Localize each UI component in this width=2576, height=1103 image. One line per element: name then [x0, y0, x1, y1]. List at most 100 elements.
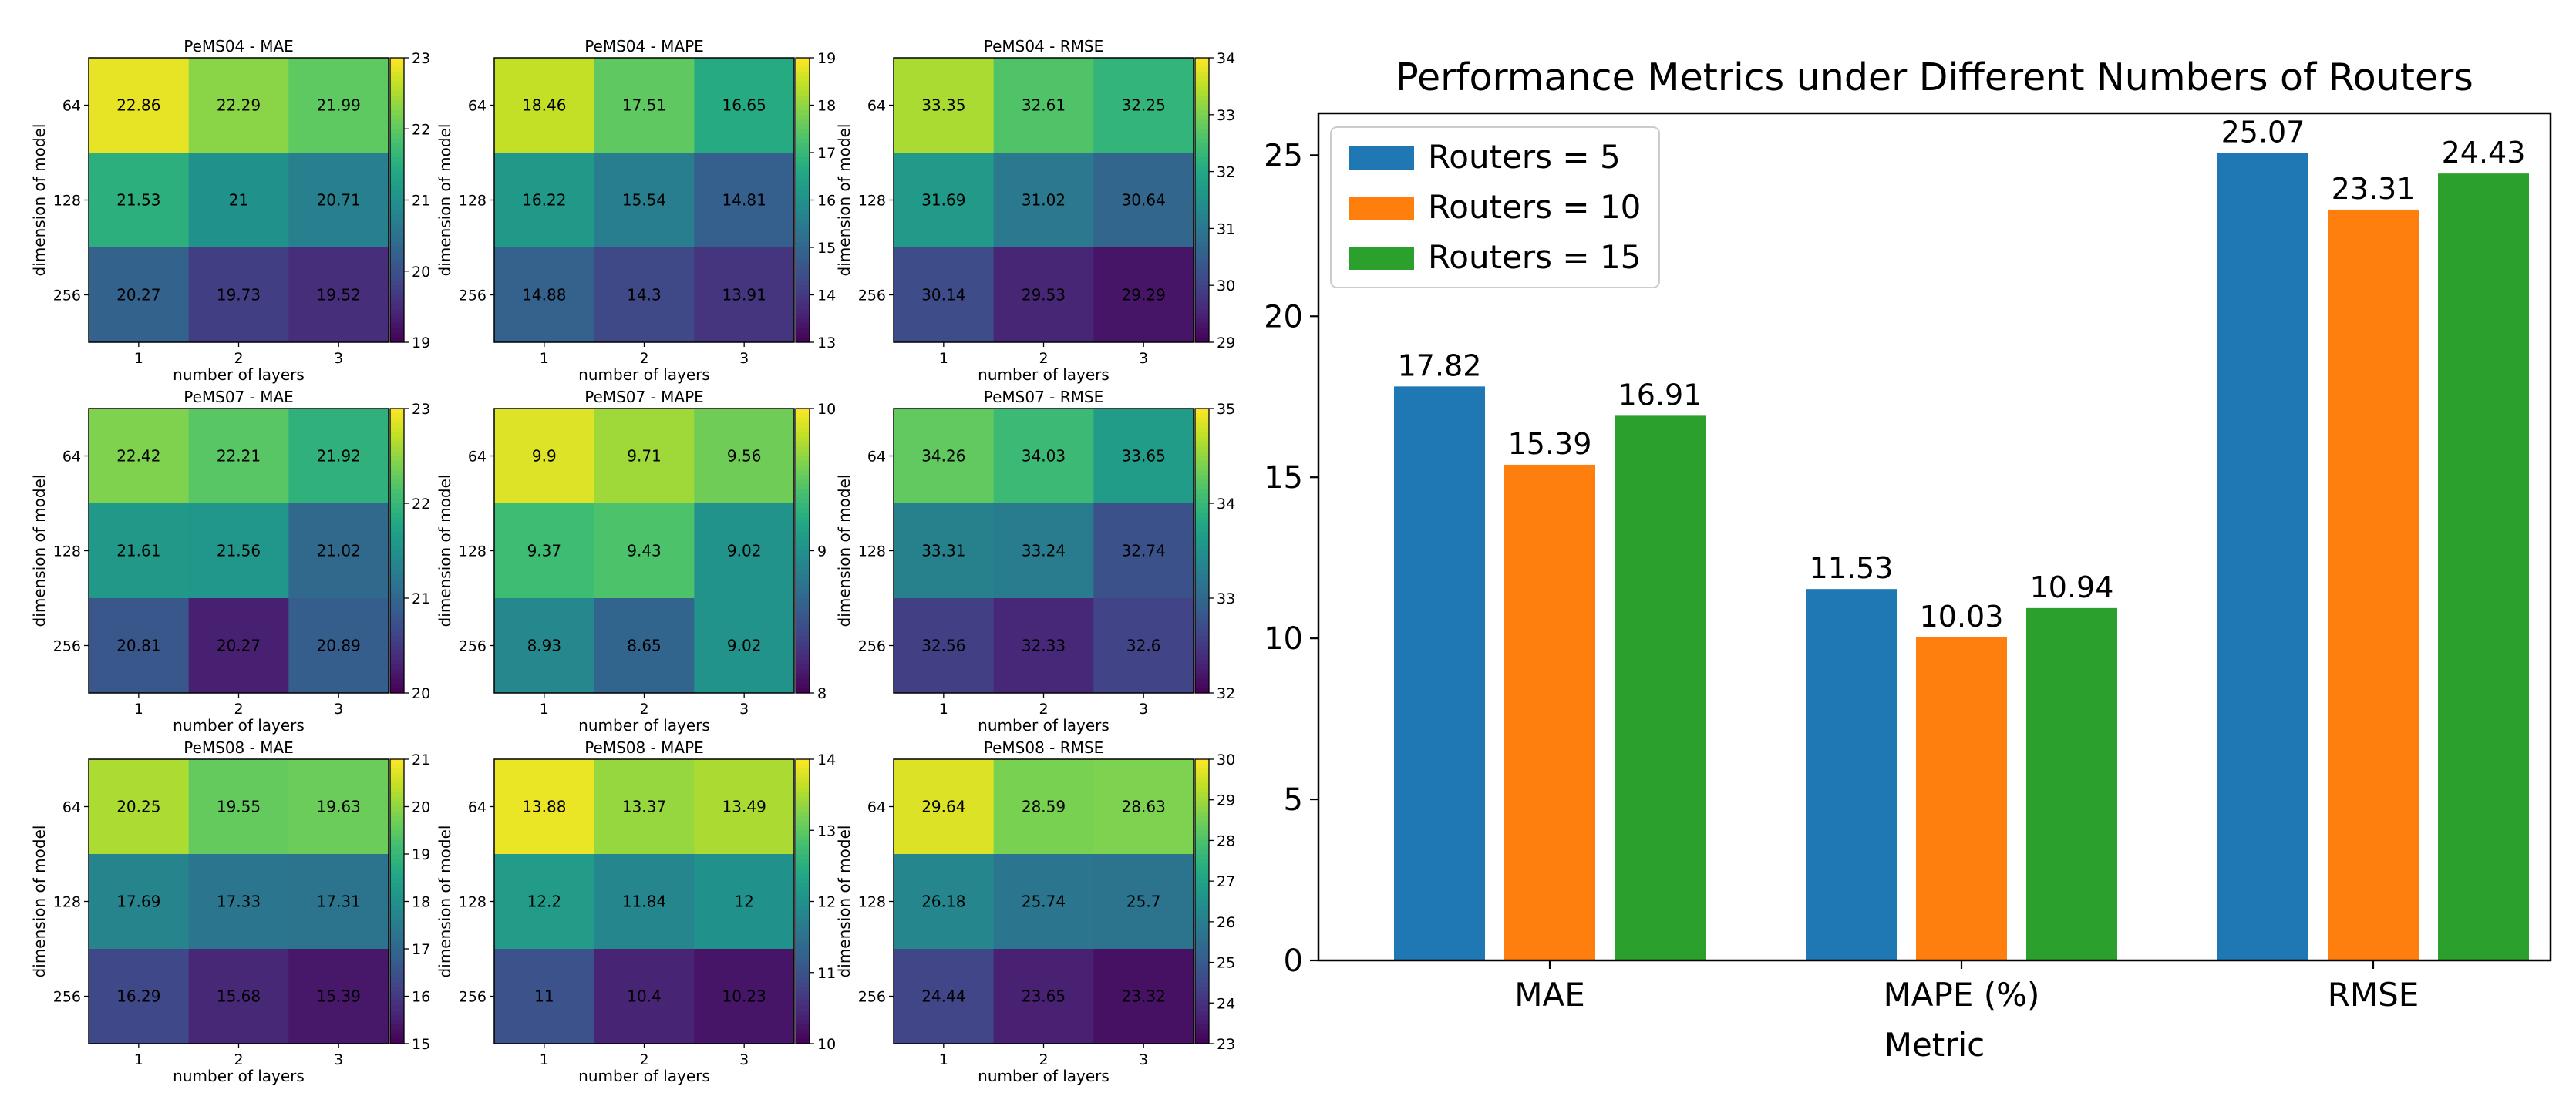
- cell-value: 33.65: [1122, 447, 1166, 466]
- x-tick-label: MAE: [1514, 976, 1585, 1014]
- colorbar-segment: [390, 1000, 404, 1007]
- cell-value: 10.4: [627, 987, 662, 1006]
- y-tick-label: 256: [53, 989, 81, 1006]
- colorbar-segment: [1195, 76, 1209, 82]
- heatmap-cell: [188, 58, 289, 153]
- colorbar-segment: [796, 96, 810, 101]
- colorbar-tick-label: 19: [412, 846, 430, 863]
- colorbar-segment: [390, 683, 404, 689]
- cell-value: 23.32: [1122, 987, 1166, 1006]
- colorbar-tick-label: 19: [817, 50, 836, 67]
- colorbar-segment: [390, 271, 404, 277]
- colorbar-segment: [796, 418, 810, 424]
- colorbar-segment: [1195, 797, 1209, 802]
- heatmap-cell: [1093, 759, 1194, 855]
- colorbar-segment: [1195, 546, 1209, 552]
- colorbar-segment: [1195, 579, 1209, 585]
- bar-value-label: 15.39: [1508, 427, 1592, 461]
- colorbar-segment: [1195, 62, 1209, 68]
- heatmap-cell: [89, 247, 190, 343]
- heatmap-cell: [694, 503, 795, 599]
- colorbar-segment: [1195, 654, 1209, 661]
- colorbar-segment: [390, 564, 404, 570]
- cell-value: 33.35: [921, 96, 965, 115]
- colorbar-segment: [796, 811, 810, 817]
- colorbar-segment: [796, 465, 810, 471]
- cell-value: 32.61: [1022, 96, 1066, 115]
- bar-value-label: 17.82: [1398, 348, 1482, 382]
- y-tick-label: 20: [1264, 299, 1303, 335]
- colorbar-segment: [1195, 503, 1209, 509]
- cell-value: 32.74: [1122, 542, 1166, 560]
- colorbar-segment: [390, 314, 404, 319]
- cell-value: 21.56: [217, 542, 261, 560]
- colorbar-tick-label: 33: [1217, 107, 1235, 124]
- colorbar-segment: [796, 910, 810, 916]
- colorbar-segment: [796, 555, 810, 561]
- colorbar-segment: [796, 849, 810, 855]
- colorbar-tick-label: 17: [817, 145, 836, 162]
- legend-label: Routers = 5: [1428, 138, 1621, 176]
- colorbar-segment: [796, 503, 810, 509]
- colorbar-segment: [390, 570, 404, 575]
- colorbar-segment: [390, 489, 404, 495]
- colorbar-segment: [796, 479, 810, 485]
- colorbar-segment: [390, 896, 404, 903]
- heatmap-3: PeMS04 - RMSE 33.35 32.61 32.25 31.69 31.02 30…: [835, 37, 1235, 384]
- colorbar-tick-label: 32: [1217, 685, 1235, 702]
- heatmap-cell: [594, 153, 695, 248]
- colorbar-segment: [796, 271, 810, 277]
- colorbar-segment: [1195, 133, 1209, 140]
- colorbar-segment: [390, 674, 404, 680]
- colorbar-segment: [390, 617, 404, 623]
- cell-value: 20.25: [116, 798, 160, 816]
- colorbar-segment: [796, 446, 810, 452]
- colorbar-segment: [1195, 1015, 1209, 1021]
- colorbar-segment: [796, 877, 810, 883]
- colorbar-segment: [390, 233, 404, 239]
- colorbar-tick-label: 10: [817, 1036, 836, 1053]
- colorbar-tick-label: 26: [1217, 914, 1235, 931]
- colorbar-segment: [1195, 498, 1209, 504]
- bar: [2328, 209, 2419, 960]
- heatmap-cell: [894, 58, 995, 153]
- y-tick-label: 0: [1284, 943, 1303, 979]
- colorbar-segment: [796, 304, 810, 310]
- colorbar-segment: [796, 617, 810, 623]
- colorbar-segment: [796, 674, 810, 680]
- cell-value: 9.56: [727, 447, 762, 466]
- colorbar-segment: [1195, 868, 1209, 874]
- colorbar-segment: [1195, 489, 1209, 495]
- colorbar-segment: [390, 105, 404, 111]
- colorbar-segment: [390, 882, 404, 888]
- heatmap-cell: [288, 598, 389, 694]
- heatmap-cell: [494, 58, 595, 153]
- colorbar-segment: [390, 688, 404, 694]
- cell-value: 20.81: [116, 637, 160, 655]
- colorbar-tick-label: 17: [412, 941, 430, 958]
- colorbar-tick-label: 20: [412, 799, 430, 816]
- colorbar-segment: [796, 949, 810, 954]
- x-axis-label: number of layers: [978, 365, 1110, 384]
- legend-swatch: [1349, 146, 1414, 170]
- colorbar-segment: [390, 124, 404, 129]
- x-tick-label: 3: [1139, 1051, 1148, 1068]
- colorbar-segment: [1195, 469, 1209, 476]
- x-axis-label: number of layers: [578, 1067, 710, 1085]
- colorbar-segment: [390, 546, 404, 552]
- colorbar-segment: [1195, 593, 1209, 599]
- colorbar-segment: [1195, 982, 1209, 987]
- colorbar-segment: [796, 654, 810, 661]
- colorbar-segment: [1195, 332, 1209, 338]
- colorbar-segment: [796, 469, 810, 476]
- colorbar-tick-label: 21: [412, 590, 430, 607]
- cell-value: 9.37: [527, 542, 562, 560]
- colorbar-tick-label: 14: [817, 288, 836, 304]
- colorbar-segment: [390, 119, 404, 125]
- colorbar-segment: [796, 768, 810, 775]
- bar-value-label: 16.91: [1618, 378, 1702, 412]
- colorbar-segment: [796, 868, 810, 874]
- x-axis-label: number of layers: [173, 716, 305, 735]
- colorbar-segment: [390, 503, 404, 509]
- colorbar-segment: [390, 621, 404, 627]
